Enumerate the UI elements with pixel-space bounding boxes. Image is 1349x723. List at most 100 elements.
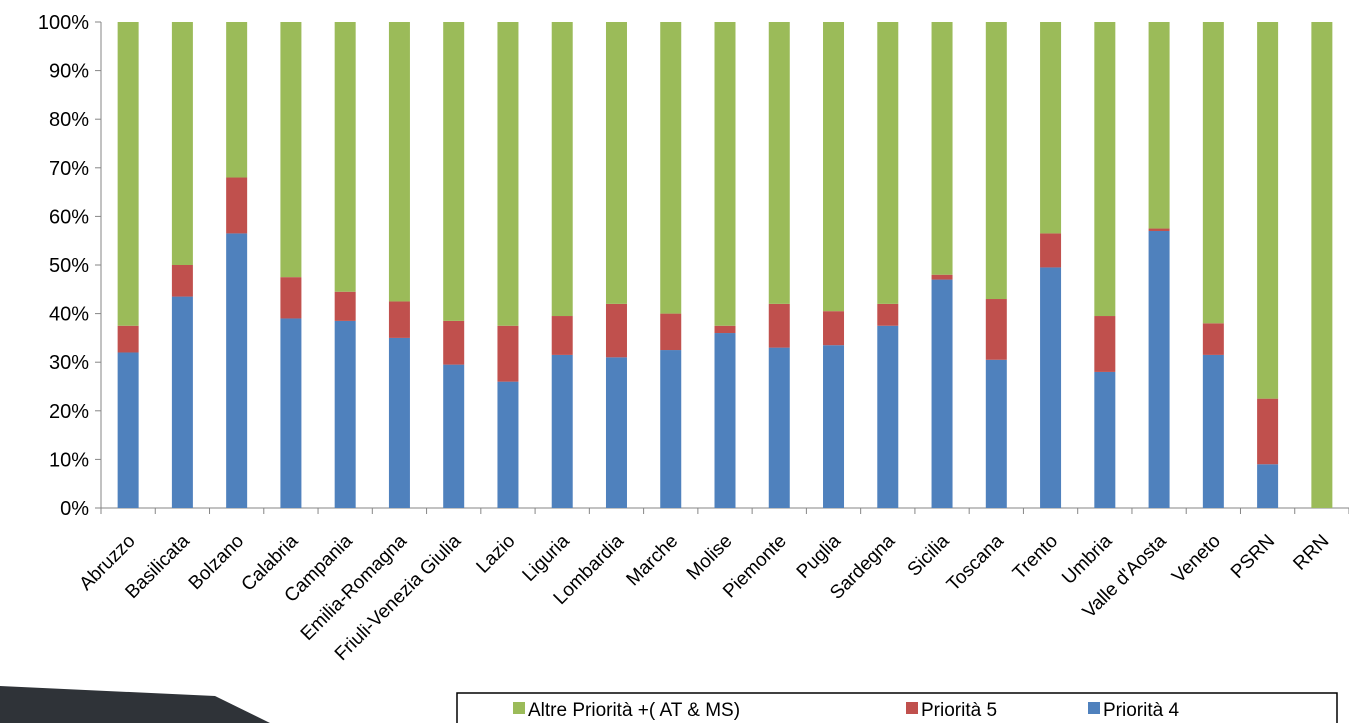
slide-decoration xyxy=(0,686,270,723)
category-label: PSRN xyxy=(1227,531,1279,583)
category-label: Sicilia xyxy=(904,530,954,580)
bar-segment xyxy=(171,22,193,265)
y-tick-label: 20% xyxy=(49,401,89,423)
bar-segment xyxy=(768,347,790,508)
bar-segment xyxy=(117,325,139,353)
bar-segment xyxy=(117,22,139,326)
category-label: Trento xyxy=(1009,531,1062,584)
bar-segment xyxy=(497,325,519,382)
bar-segment xyxy=(768,22,790,304)
legend: Altre Priorità +( AT & MS) Priorità 5 Prio… xyxy=(456,692,1338,723)
bar-segment xyxy=(551,316,573,355)
y-tick-label: 40% xyxy=(49,304,89,326)
bar-segment xyxy=(280,318,302,508)
category-label: Lazio xyxy=(473,531,520,578)
bar-segment xyxy=(931,279,953,508)
bar-segment xyxy=(334,22,356,292)
bar-segment xyxy=(877,325,899,508)
bar-segment xyxy=(1040,22,1062,234)
bar-segment xyxy=(497,22,519,326)
category-label: Bolzano xyxy=(185,531,248,594)
bar-segment xyxy=(1148,228,1170,231)
bar-segment xyxy=(714,333,736,508)
bar-segment xyxy=(985,359,1007,508)
bar-segment xyxy=(497,381,519,508)
legend-swatch xyxy=(1088,702,1100,714)
bar-segment xyxy=(1094,316,1116,372)
bar-segment xyxy=(714,22,736,326)
x-axis xyxy=(100,507,1349,514)
y-tick-label: 10% xyxy=(49,449,89,471)
bar-segment xyxy=(605,303,627,358)
bar-segment xyxy=(226,177,248,234)
bar-segment xyxy=(388,22,410,302)
bar-segment xyxy=(443,22,465,321)
bar-segment xyxy=(1202,323,1224,355)
bar-segment xyxy=(1148,22,1170,229)
bar-segment xyxy=(551,354,573,508)
bar-segment xyxy=(1257,22,1279,399)
bar-segment xyxy=(931,274,953,280)
legend-label: Priorità 4 xyxy=(1103,700,1179,721)
category-label: RRN xyxy=(1289,531,1333,575)
bar-segment xyxy=(226,22,248,178)
bar-segment xyxy=(171,265,193,297)
bar-segment xyxy=(280,22,302,278)
legend-swatch xyxy=(906,702,918,714)
bar-segment xyxy=(1257,464,1279,508)
y-axis: 0% 10% 20% 30% 40% 50% 60% 70% 80% 90% 100% xyxy=(38,12,102,520)
bar-segment xyxy=(660,313,682,351)
bar-segment xyxy=(605,357,627,508)
bar-segment xyxy=(1202,354,1224,508)
category-label: Toscana xyxy=(943,530,1008,595)
bar-segment xyxy=(714,325,736,334)
y-tick-label: 90% xyxy=(49,61,89,83)
bar-segment xyxy=(1040,233,1062,268)
bar-segment xyxy=(1094,371,1116,508)
bar-segment xyxy=(551,22,573,317)
y-tick-label: 70% xyxy=(49,158,89,180)
y-tick-label: 60% xyxy=(49,206,89,228)
bar-segment xyxy=(985,22,1007,300)
legend-box xyxy=(456,692,1338,723)
bar-segment xyxy=(823,345,845,508)
y-tick-label: 100% xyxy=(38,12,89,34)
legend-label: Priorità 5 xyxy=(921,700,997,721)
bar-segment xyxy=(1094,22,1116,317)
bar-segment xyxy=(823,311,845,346)
bar-segment xyxy=(1202,22,1224,324)
category-labels: AbruzzoBasilicataBolzanoCalabriaCampania… xyxy=(76,530,1334,665)
bar-segment xyxy=(388,337,410,508)
bar-segment xyxy=(388,301,410,338)
bar-segment xyxy=(117,352,139,508)
y-tick-label: 30% xyxy=(49,352,89,374)
legend-label: Altre Priorità +( AT & MS) xyxy=(528,700,740,721)
bar-segment xyxy=(1311,22,1333,508)
bar-segment xyxy=(1257,398,1279,465)
bar-segment xyxy=(877,303,899,326)
bar-segment xyxy=(334,320,356,508)
category-label: Veneto xyxy=(1168,531,1225,588)
y-tick-label: 80% xyxy=(49,109,89,131)
bar-segment xyxy=(660,350,682,508)
category-label: Molise xyxy=(683,531,737,585)
bar-segment xyxy=(443,320,465,365)
corner-shape xyxy=(0,686,270,723)
bar-segment xyxy=(605,22,627,304)
y-tick-label: 50% xyxy=(49,255,89,277)
bar-segment xyxy=(443,364,465,508)
bar-segment xyxy=(985,299,1007,360)
category-label: Puglia xyxy=(793,530,846,583)
bar-segment xyxy=(334,291,356,321)
bar-segment xyxy=(1040,267,1062,508)
bars xyxy=(117,22,1333,509)
bar-segment xyxy=(226,233,248,508)
category-label: Marche xyxy=(623,531,683,591)
bar-segment xyxy=(823,22,845,312)
bar-segment xyxy=(1148,230,1170,509)
bar-segment xyxy=(660,22,682,314)
bar-segment xyxy=(931,22,953,275)
y-tick-label: 0% xyxy=(60,498,89,520)
bar-segment xyxy=(877,22,899,304)
